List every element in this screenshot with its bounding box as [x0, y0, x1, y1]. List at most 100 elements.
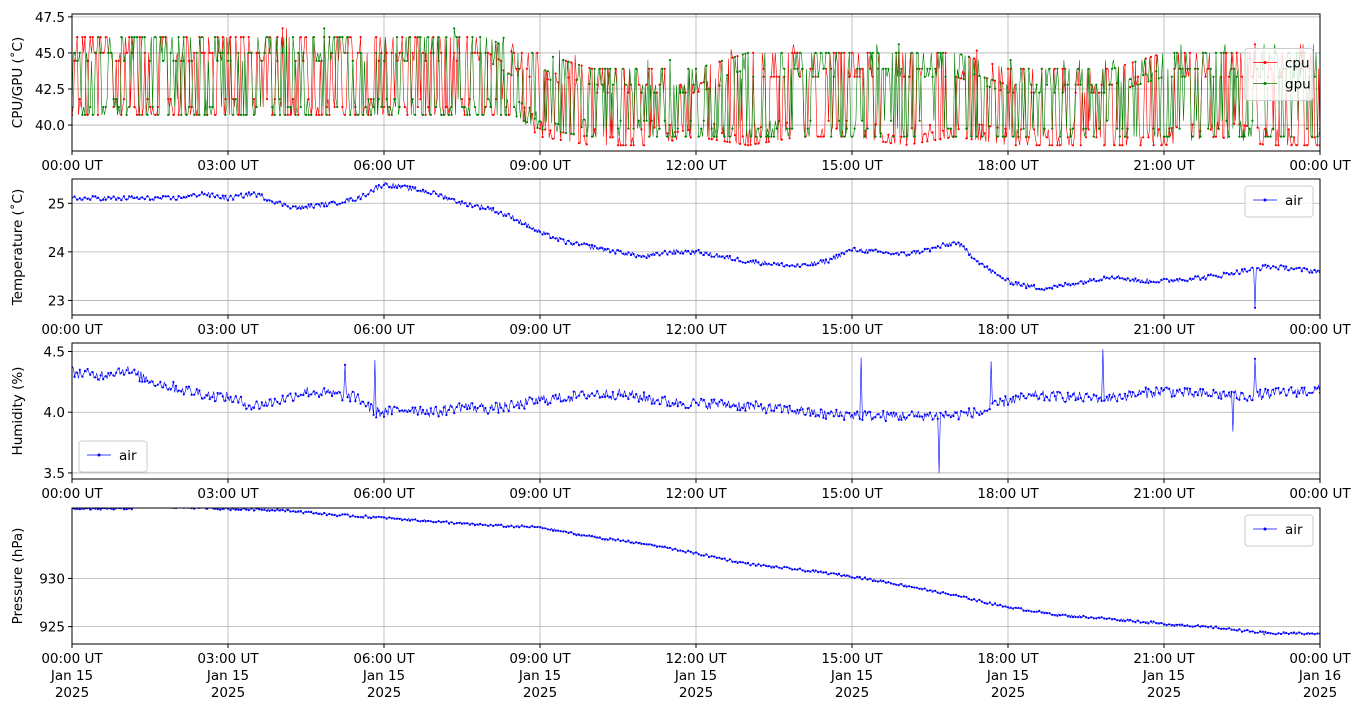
- data-point: [237, 113, 240, 116]
- data-point: [255, 400, 258, 403]
- data-point: [1162, 135, 1166, 138]
- data-point: [910, 51, 913, 55]
- data-point: [525, 121, 529, 124]
- data-point: [174, 384, 178, 387]
- data-point: [1058, 135, 1062, 138]
- data-point: [1225, 51, 1228, 55]
- data-point: [510, 524, 513, 527]
- data-point: [811, 412, 815, 415]
- data-point: [1022, 282, 1025, 285]
- data-point: [629, 144, 633, 147]
- data-point: [419, 520, 422, 523]
- x-tick-date: Jan 15: [1142, 668, 1185, 684]
- data-point: [1025, 135, 1028, 138]
- data-point: [1170, 279, 1173, 282]
- data-point: [247, 36, 250, 39]
- data-point: [78, 368, 81, 371]
- data-point: [700, 127, 703, 130]
- data-point: [609, 395, 612, 398]
- data-point: [806, 264, 809, 267]
- x-tick-date: Jan 15: [50, 668, 93, 684]
- data-point: [856, 250, 859, 253]
- data-point: [320, 113, 323, 116]
- data-point: [359, 402, 362, 405]
- data-point: [479, 404, 482, 408]
- data-point: [1209, 625, 1212, 628]
- data-point: [78, 508, 81, 511]
- data-point: [1123, 620, 1127, 623]
- data-point: [658, 83, 661, 86]
- data-point: [489, 53, 492, 56]
- data-point: [671, 548, 674, 551]
- data-point: [91, 36, 94, 39]
- data-point: [549, 402, 552, 405]
- data-point: [447, 408, 451, 411]
- data-point: [401, 519, 404, 522]
- data-point: [632, 144, 635, 147]
- data-point: [1246, 270, 1249, 273]
- data-point: [200, 397, 204, 400]
- data-point: [1292, 631, 1296, 634]
- data-point: [1313, 633, 1316, 636]
- data-point: [416, 519, 419, 523]
- data-point: [718, 556, 721, 559]
- data-point: [1006, 67, 1010, 70]
- data-point: [1079, 616, 1082, 619]
- data-point: [1290, 267, 1293, 270]
- data-point: [307, 98, 310, 101]
- data-point: [393, 517, 396, 520]
- data-point: [260, 59, 263, 63]
- data-point: [871, 417, 874, 420]
- data-point: [1142, 74, 1145, 77]
- data-point: [102, 51, 105, 55]
- data-point: [871, 579, 874, 583]
- data-point: [570, 132, 573, 135]
- data-point: [965, 248, 968, 251]
- data-point: [648, 255, 651, 258]
- data-point: [1092, 135, 1095, 138]
- data-point: [544, 69, 547, 72]
- data-point: [434, 192, 438, 195]
- data-point: [1191, 123, 1194, 126]
- data-point: [403, 59, 406, 63]
- data-point: [614, 398, 617, 401]
- data-point: [1061, 285, 1064, 288]
- x-tick-label: 21:00 UT: [1133, 651, 1195, 667]
- data-point: [125, 113, 128, 116]
- data-point: [450, 521, 453, 524]
- data-point: [785, 566, 789, 569]
- data-point: [536, 525, 539, 529]
- data-point: [388, 186, 391, 189]
- data-point: [1209, 67, 1212, 70]
- data-point: [255, 105, 258, 109]
- data-point: [151, 380, 154, 383]
- data-point: [759, 264, 763, 267]
- data-point: [304, 510, 308, 513]
- data-point: [1053, 284, 1056, 287]
- data-point: [780, 138, 783, 141]
- data-point: [1305, 127, 1309, 130]
- data-point: [1214, 274, 1218, 277]
- data-point: [1194, 625, 1197, 628]
- data-point: [973, 57, 976, 60]
- data-point: [697, 404, 700, 407]
- data-point: [1082, 282, 1085, 285]
- data-point: [746, 51, 750, 55]
- data-point: [112, 98, 115, 101]
- data-point: [1272, 265, 1275, 268]
- data-point: [1201, 388, 1205, 391]
- data-point: [169, 51, 172, 55]
- data-point: [822, 571, 825, 574]
- data-point: [700, 82, 703, 85]
- data-point: [96, 113, 100, 116]
- data-point: [572, 390, 575, 393]
- data-point: [1240, 135, 1244, 138]
- data-point: [830, 572, 833, 575]
- data-point: [245, 508, 248, 511]
- data-point: [1014, 280, 1017, 284]
- data-point: [575, 78, 578, 81]
- data-point: [596, 390, 599, 393]
- data-point: [1222, 390, 1225, 393]
- data-point: [346, 513, 349, 516]
- data-point: [866, 51, 869, 55]
